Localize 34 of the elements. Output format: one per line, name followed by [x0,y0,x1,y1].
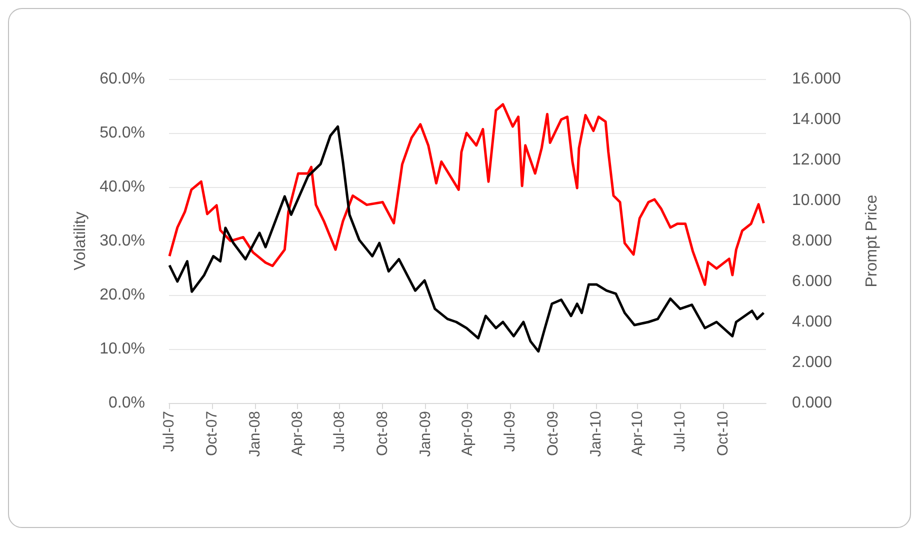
x-tick-label: Jan-10 [587,411,604,457]
y2-tick-label: 12.000 [792,152,842,168]
y-tick-label: 40.0% [100,178,145,196]
x-tick-label: Jul-08 [331,411,348,452]
x-tick-label: Jan-08 [246,411,264,457]
x-tick-label: Jul-07 [160,411,178,452]
x-tick-label: Apr-08 [288,411,306,456]
x-tick-label: Oct-07 [203,411,220,456]
y2-tick-label: 10.000 [792,192,842,209]
x-tick-label: Oct-09 [544,411,562,456]
y2-tick-label: 4.000 [792,314,832,330]
y-tick-label: 30.0% [100,232,145,250]
y-axis-title: Volatility [72,212,90,270]
y2-tick-label: 8.000 [792,232,832,250]
y-tick-label: 10.0% [100,340,145,358]
x-tick-label: Jul-09 [501,411,518,452]
x-tick-label: Apr-10 [629,411,646,456]
x-tick-label: Oct-10 [714,411,732,456]
y-tick-label: 0.0% [108,394,145,412]
y2-tick-label: 14.000 [792,111,842,128]
y-tick-label: 20.0% [100,286,145,304]
line-series [168,103,765,286]
x-tick-label: Jul-10 [672,411,689,452]
x-tick-label: Oct-08 [374,411,392,456]
x-tick-label: Apr-09 [459,411,476,456]
y2-tick-label: 6.000 [792,273,832,290]
line-series [168,125,765,353]
y2-tick-label: 16.000 [792,70,842,88]
y-tick-label: 60.0% [100,70,145,88]
y2-axis-title: Prompt Price [864,194,880,288]
y2-tick-label: 0.000 [792,394,832,412]
y-tick-label: 50.0% [100,124,145,142]
y2-tick-label: 2.000 [792,354,832,371]
x-tick-label: Jan-09 [417,411,434,457]
